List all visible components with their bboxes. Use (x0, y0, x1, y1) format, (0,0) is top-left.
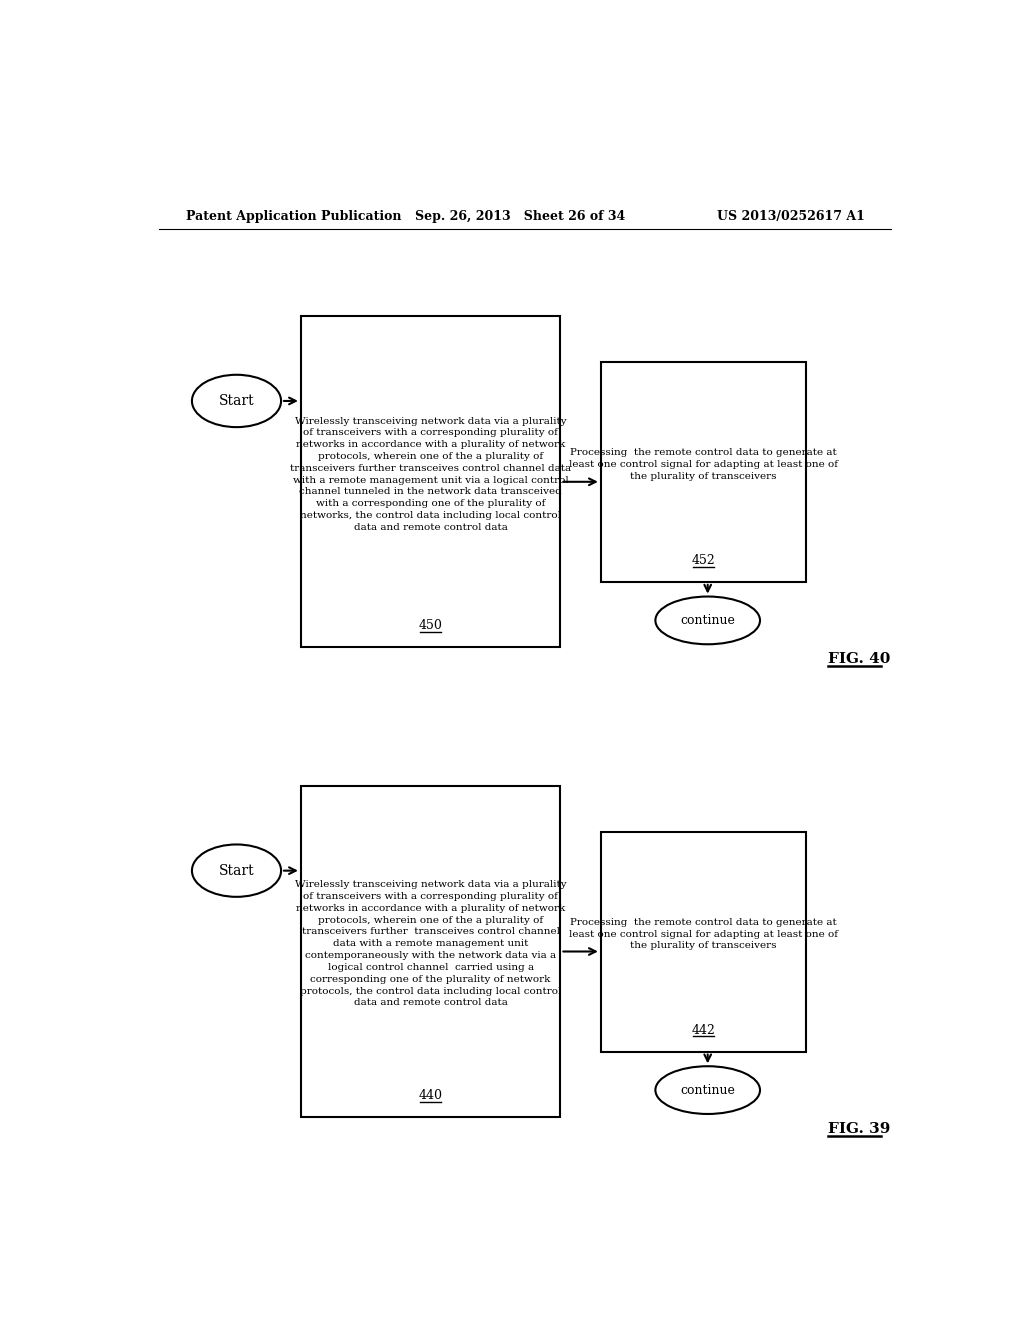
Bar (301, 317, 560, 647)
Text: Start: Start (219, 393, 254, 408)
Text: FIG. 39: FIG. 39 (827, 1122, 890, 1135)
Text: continue: continue (680, 614, 735, 627)
Text: Sep. 26, 2013   Sheet 26 of 34: Sep. 26, 2013 Sheet 26 of 34 (415, 210, 625, 223)
Text: 450: 450 (419, 619, 442, 632)
Bar (601, 832, 806, 1052)
Text: Processing  the remote control data to generate at
least one control signal for : Processing the remote control data to ge… (569, 917, 838, 950)
Text: Patent Application Publication: Patent Application Publication (186, 210, 401, 223)
Text: 442: 442 (691, 1023, 716, 1036)
Text: continue: continue (680, 1084, 735, 1097)
Bar (301, 785, 560, 1117)
Text: 452: 452 (691, 554, 716, 566)
Text: US 2013/0252617 A1: US 2013/0252617 A1 (717, 210, 865, 223)
Text: Start: Start (219, 863, 254, 878)
Text: FIG. 40: FIG. 40 (827, 652, 890, 665)
Text: Processing  the remote control data to generate at
least one control signal for : Processing the remote control data to ge… (569, 449, 838, 480)
Text: Wirelessly transceiving network data via a plurality
of transceivers with a corr: Wirelessly transceiving network data via… (290, 417, 571, 532)
Bar (601, 363, 806, 582)
Text: 440: 440 (419, 1089, 442, 1102)
Text: Wirelessly transceiving network data via a plurality
of transceivers with a corr: Wirelessly transceiving network data via… (295, 880, 566, 1007)
